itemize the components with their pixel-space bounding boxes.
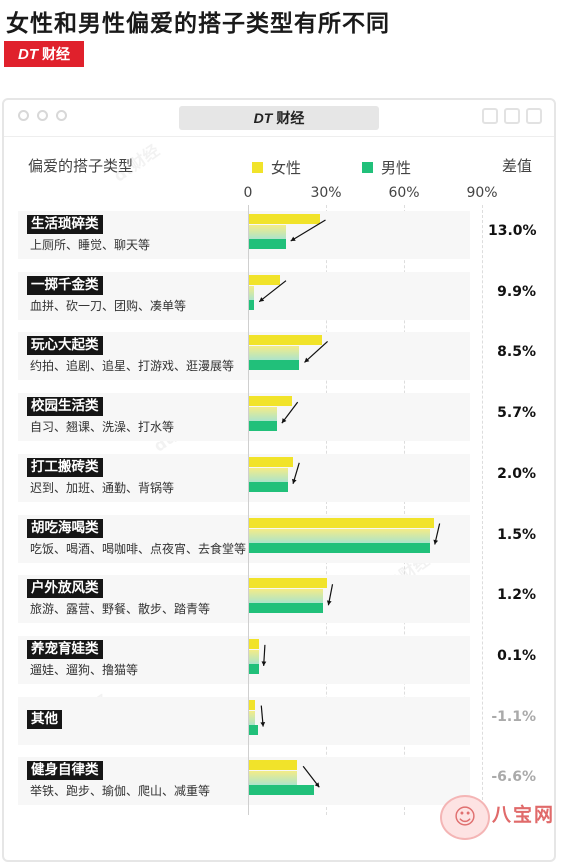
legend-male: 男性: [362, 157, 411, 178]
bar-connector: [248, 589, 324, 604]
diff-value: 0.1%: [497, 647, 536, 664]
window-titlebar: DT 财经: [4, 100, 554, 137]
female-bar: [248, 517, 434, 528]
category-row: [18, 696, 470, 745]
female-bar: [248, 214, 320, 224]
bar-connector: [248, 649, 259, 664]
male-bar: [248, 299, 255, 310]
legend-male-label: 男性: [381, 159, 412, 177]
bar-connector: [248, 467, 289, 482]
close-icon[interactable]: [526, 108, 542, 124]
male-bar: [248, 724, 259, 735]
x-axis-baseline: [248, 205, 249, 815]
x-tick-label: 0: [243, 185, 253, 201]
category-examples: 举铁、跑步、瑜伽、爬山、减重等: [30, 784, 211, 799]
diff-value: 8.5%: [497, 344, 536, 361]
category-examples: 上厕所、睡觉、聊天等: [30, 238, 151, 252]
page-title: 女性和男性偏爱的搭子类型有所不同: [6, 11, 390, 37]
female-bar: [248, 578, 327, 589]
x-gridline: [404, 205, 405, 815]
category-label: 校园生活类: [27, 397, 103, 417]
category-examples: 自习、翘课、洗澡、打水等: [30, 420, 175, 435]
category-header: 偏爱的搭子类型: [28, 157, 134, 175]
category-label: 一掷千金类: [27, 275, 103, 295]
diff-value: 5.7%: [497, 405, 536, 422]
bar-connector: [248, 285, 255, 300]
female-bar: [248, 456, 294, 467]
window-dot-icon[interactable]: [18, 110, 29, 121]
category-label: 其他: [27, 709, 62, 729]
brand-logo: DT 财经: [4, 41, 84, 67]
male-bar: [248, 481, 289, 492]
diff-value: 1.5%: [497, 526, 536, 543]
category-examples: 吃饭、喝酒、喝咖啡、点夜宵、去食堂等: [30, 541, 247, 556]
category-label: 打工搬砖类: [27, 457, 103, 477]
bar-connector: [248, 528, 430, 543]
category-label: 健身自律类: [27, 761, 103, 781]
window-controls: [482, 108, 542, 124]
category-label: 户外放风类: [27, 579, 103, 599]
x-gridline: [482, 205, 483, 815]
x-tick-label: 30%: [310, 185, 342, 201]
x-tick-label: 90%: [466, 185, 498, 201]
female-bar: [248, 699, 256, 710]
category-label: 养宠育娃类: [27, 639, 103, 659]
legend-female-label: 女性: [271, 159, 302, 177]
x-tick-label: 60%: [388, 185, 420, 201]
category-label: 胡吃海喝类: [27, 518, 103, 538]
category-examples: 遛娃、遛狗、撸猫等: [30, 662, 139, 677]
window-dots: [18, 110, 67, 121]
bar-connector: [248, 407, 277, 422]
tab-label: 财经: [276, 111, 305, 127]
category-label: 生活琐碎类: [27, 215, 103, 234]
brand-dt-mark: DT: [18, 45, 38, 63]
male-bar: [248, 360, 300, 371]
diff-value: 2.0%: [497, 465, 536, 482]
tab-dt-mark: DT: [253, 110, 273, 126]
female-bar: [248, 335, 322, 346]
bar-connector: [248, 710, 256, 725]
legend-male-swatch: [362, 162, 373, 173]
legend-female: 女性: [252, 157, 301, 178]
diff-value: 1.2%: [497, 587, 536, 604]
category-examples: 旅游、露营、野餐、散步、踏青等: [30, 602, 211, 617]
diff-value: -1.1%: [491, 708, 536, 725]
brand-name: 财经: [42, 47, 70, 63]
window-tab[interactable]: DT 财经: [179, 106, 379, 130]
bar-connector: [248, 225, 286, 239]
male-bar: [248, 421, 277, 432]
female-bar: [248, 760, 298, 771]
maximize-icon[interactable]: [504, 108, 520, 124]
x-gridline: [326, 205, 327, 815]
category-examples: 约拍、追剧、追星、打游戏、逛漫展等: [30, 359, 235, 374]
legend-female-swatch: [252, 162, 263, 173]
window-dot-icon[interactable]: [37, 110, 48, 121]
category-examples: 血拼、砍一刀、团购、凑单等: [30, 298, 187, 313]
male-bar: [248, 663, 259, 674]
window-dot-icon[interactable]: [56, 110, 67, 121]
bar-connector: [248, 771, 298, 786]
category-label: 玩心大起类: [27, 336, 103, 356]
female-bar: [248, 638, 259, 649]
diff-value: 13.0%: [488, 223, 537, 239]
male-bar: [248, 542, 430, 553]
male-bar: [248, 785, 315, 796]
bar-connector: [248, 346, 300, 361]
female-bar: [248, 396, 292, 407]
minimize-icon[interactable]: [482, 108, 498, 124]
site-name: 八宝网: [492, 804, 556, 826]
category-examples: 迟到、加班、通勤、背锅等: [30, 480, 175, 495]
diff-value: 9.9%: [497, 283, 536, 300]
female-bar: [248, 274, 280, 285]
male-bar: [248, 239, 286, 249]
diff-header: 差值: [502, 157, 533, 175]
male-bar: [248, 603, 324, 614]
site-logo-icon: ☺: [440, 795, 490, 840]
diff-value: -6.6%: [491, 769, 536, 786]
